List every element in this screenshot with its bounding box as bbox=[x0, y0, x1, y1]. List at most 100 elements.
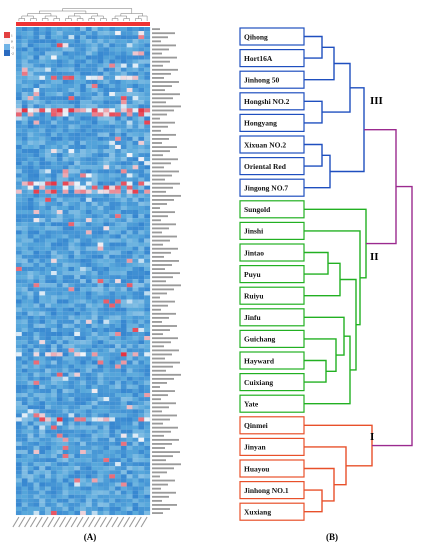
heatmap-cell bbox=[68, 417, 75, 422]
heatmap-cell bbox=[68, 319, 75, 324]
heatmap-cell bbox=[115, 360, 121, 365]
heatmap-cell bbox=[109, 149, 116, 154]
heatmap-cell bbox=[126, 124, 133, 129]
heatmap-cell bbox=[103, 51, 110, 56]
heatmap-cell bbox=[126, 238, 133, 243]
heatmap-cell bbox=[126, 413, 133, 418]
heatmap-cell bbox=[103, 275, 110, 280]
heatmap-cell bbox=[68, 124, 75, 129]
heatmap-cell bbox=[138, 222, 145, 227]
heatmap-cell bbox=[50, 470, 57, 475]
heatmap-cell bbox=[33, 189, 40, 194]
heatmap-cell bbox=[138, 271, 145, 276]
heatmap-cell bbox=[39, 502, 46, 507]
heatmap-cell bbox=[16, 279, 22, 284]
row-label-mark bbox=[152, 443, 172, 445]
heatmap-cell bbox=[80, 83, 86, 89]
heatmap-cell bbox=[62, 490, 69, 495]
heatmap-cell bbox=[39, 352, 46, 357]
heatmap-cell bbox=[103, 201, 110, 206]
heatmap-cell bbox=[50, 161, 57, 166]
heatmap-cell bbox=[115, 429, 121, 434]
heatmap-cell bbox=[132, 486, 139, 491]
heatmap-cell bbox=[132, 63, 139, 68]
heatmap-cell bbox=[56, 136, 63, 141]
heatmap-cell bbox=[68, 144, 75, 150]
heatmap-cell bbox=[33, 323, 40, 328]
heatmap-cell bbox=[103, 425, 110, 430]
heatmap-cell bbox=[85, 222, 92, 227]
heatmap-cell bbox=[62, 157, 69, 162]
heatmap-cell bbox=[74, 173, 81, 178]
heatmap-cell bbox=[68, 425, 75, 430]
heatmap-cell bbox=[103, 258, 110, 263]
heatmap-cell bbox=[45, 242, 52, 247]
heatmap-cell bbox=[109, 449, 116, 455]
heatmap-cell bbox=[45, 83, 52, 89]
heatmap-cell bbox=[39, 462, 46, 467]
row-label-mark bbox=[152, 390, 175, 392]
heatmap-cell bbox=[115, 157, 121, 162]
heatmap-cell bbox=[109, 368, 116, 373]
heatmap-cell bbox=[45, 510, 52, 516]
heatmap-cell bbox=[21, 226, 28, 231]
heatmap-cell bbox=[56, 254, 63, 259]
heatmap-cell bbox=[115, 75, 121, 80]
heatmap-cell bbox=[27, 55, 34, 60]
heatmap-cell bbox=[56, 352, 63, 357]
heatmap-cell bbox=[115, 63, 121, 68]
heatmap-cell bbox=[56, 79, 63, 84]
heatmap-cell bbox=[109, 486, 116, 491]
row-label-mark bbox=[152, 121, 175, 124]
column-branch bbox=[41, 18, 49, 21]
heatmap-cell bbox=[109, 144, 116, 150]
heatmap-cell bbox=[91, 132, 98, 137]
heatmap-cell bbox=[132, 258, 139, 263]
heatmap-cell bbox=[144, 222, 151, 227]
heatmap-cell bbox=[103, 161, 110, 166]
heatmap-cell bbox=[45, 372, 52, 377]
heatmap-cell bbox=[39, 425, 46, 430]
heatmap-cell bbox=[138, 384, 145, 389]
heatmap-cell bbox=[132, 295, 139, 300]
heatmap-cell bbox=[132, 494, 139, 499]
heatmap-cell bbox=[62, 319, 69, 324]
leaf-label: Hayward bbox=[244, 356, 275, 365]
heatmap-cell bbox=[126, 437, 133, 442]
heatmap-cell bbox=[138, 474, 145, 479]
heatmap-cell bbox=[109, 189, 116, 194]
heatmap-cell bbox=[74, 149, 81, 154]
heatmap-cell bbox=[56, 421, 63, 426]
heatmap-cell bbox=[39, 79, 46, 84]
heatmap-cell bbox=[27, 279, 34, 284]
heatmap-cell bbox=[120, 165, 127, 170]
heatmap-cell bbox=[68, 287, 75, 292]
heatmap-cell bbox=[68, 482, 75, 487]
column-label-mark bbox=[94, 516, 101, 528]
heatmap-cell bbox=[45, 75, 52, 80]
heatmap-cell bbox=[45, 490, 52, 495]
heatmap-cell bbox=[27, 43, 34, 48]
heatmap-cell bbox=[85, 242, 92, 247]
heatmap-cell bbox=[33, 96, 40, 101]
heatmap-cell bbox=[56, 356, 63, 361]
heatmap-cell bbox=[97, 332, 104, 337]
heatmap-cell bbox=[74, 193, 81, 198]
heatmap-cell bbox=[109, 502, 116, 507]
heatmap-cell bbox=[126, 173, 133, 178]
heatmap-cell bbox=[132, 238, 139, 243]
row-label-mark bbox=[152, 280, 166, 283]
heatmap-cell bbox=[115, 380, 121, 385]
heatmap-cell bbox=[80, 502, 86, 507]
heatmap-cell bbox=[74, 462, 81, 467]
heatmap-cell bbox=[21, 63, 28, 68]
heatmap-cell bbox=[21, 140, 28, 145]
heatmap-cell bbox=[62, 466, 69, 471]
heatmap-cell bbox=[45, 454, 52, 459]
heatmap-cell bbox=[97, 254, 104, 259]
heatmap-cell bbox=[16, 92, 22, 97]
heatmap-cell bbox=[126, 136, 133, 141]
heatmap-cell bbox=[132, 149, 139, 154]
heatmap-cell bbox=[115, 458, 121, 463]
heatmap-cell bbox=[120, 388, 127, 394]
